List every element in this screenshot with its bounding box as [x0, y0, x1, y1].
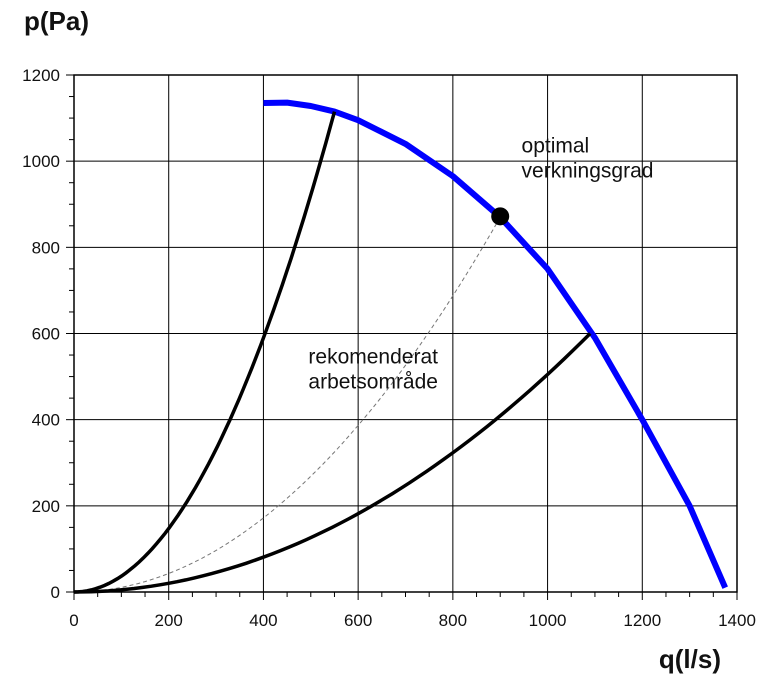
- annotation-text: rekomenderat arbetsområde: [308, 346, 438, 394]
- x-tick-label: 1000: [529, 611, 567, 630]
- plot-border: [73, 74, 738, 593]
- x-tick-label: 400: [249, 611, 277, 630]
- y-tick-label: 800: [32, 238, 60, 257]
- curves: [73, 99, 728, 594]
- y-tick-label: 1000: [22, 152, 60, 171]
- annotation-line: optimal: [522, 135, 590, 158]
- plot-frame: [73, 74, 738, 593]
- annotation-text: optimal verkningsgrad: [522, 135, 654, 183]
- annotations: optimal verkningsgrad rekomenderat arbetsom…: [308, 135, 653, 394]
- x-tick-labels: 0 200 400 600 800 1000 1200 1400: [69, 611, 756, 630]
- x-tick-label: 200: [155, 611, 183, 630]
- y-tick-label: 0: [51, 583, 60, 602]
- grid-lines: [74, 75, 737, 592]
- x-tick-label: 0: [69, 611, 78, 630]
- system-curve-line: [73, 332, 592, 594]
- optimal-point-marker: [491, 207, 510, 226]
- y-tick-label: 1200: [22, 66, 60, 85]
- fan-curve-line: [263, 99, 728, 589]
- y-tick-label: 400: [32, 411, 60, 430]
- system-curve-line: [73, 111, 337, 594]
- y-axis-title: p(Pa): [24, 6, 89, 36]
- x-tick-label: 1200: [623, 611, 661, 630]
- system-curve-optimal-dashed: [73, 216, 501, 593]
- x-tick-label: 800: [439, 611, 467, 630]
- x-axis-title: q(l/s): [659, 644, 721, 674]
- y-tick-labels: 0 200 400 600 800 1000 1200: [22, 66, 60, 602]
- annotation-line: arbetsområde: [308, 371, 438, 394]
- minor-tick-marks: [66, 74, 738, 600]
- y-tick-label: 200: [32, 497, 60, 516]
- x-tick-label: 1400: [718, 611, 756, 630]
- x-tick-label: 600: [344, 611, 372, 630]
- annotation-line: verkningsgrad: [522, 160, 654, 183]
- annotation-line: rekomenderat: [308, 346, 438, 369]
- y-tick-label: 600: [32, 325, 60, 344]
